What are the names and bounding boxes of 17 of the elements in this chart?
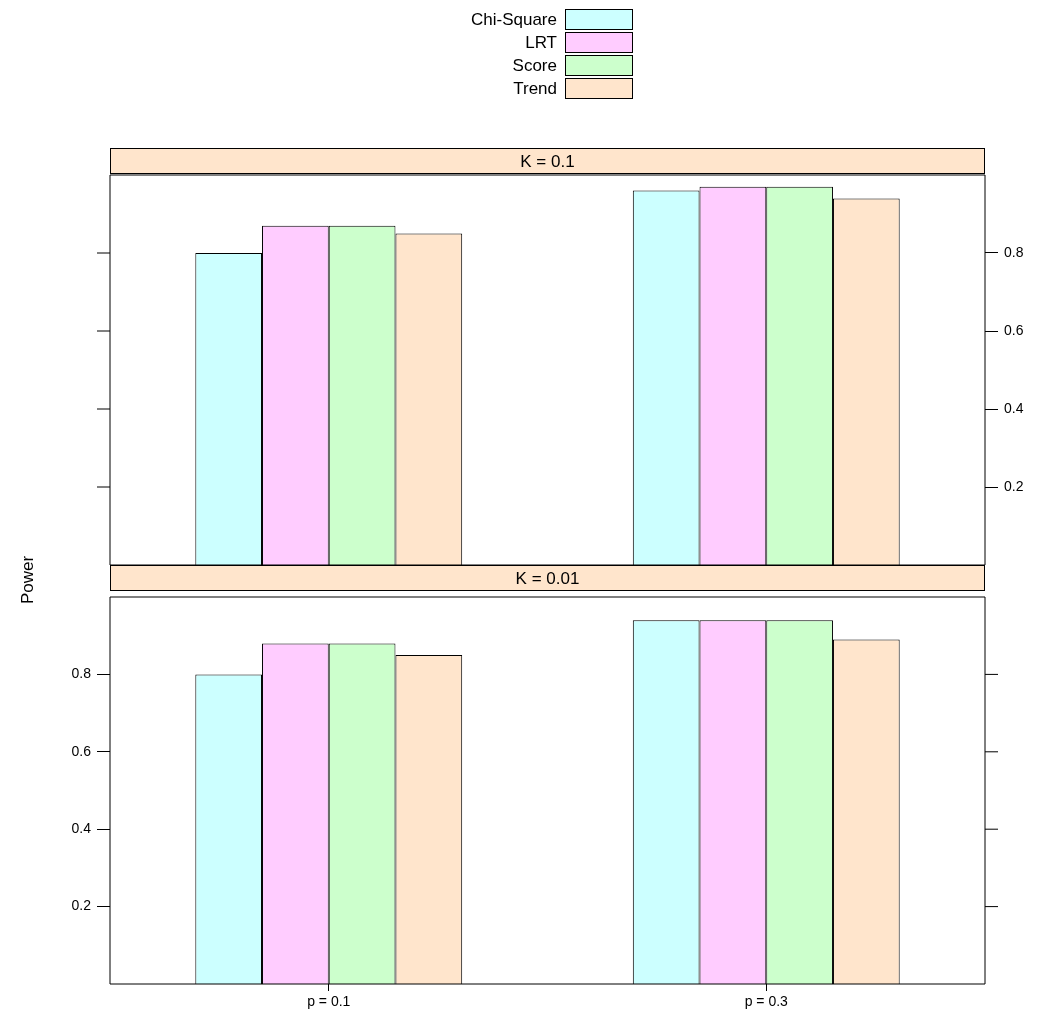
chart-title: K = 0.01: [110, 565, 985, 591]
y-tick-label: 0.4: [1004, 399, 1024, 416]
y-axis-title: Power: [18, 555, 39, 605]
y-tick-label: 0.8: [71, 665, 92, 682]
y-tick-label: 0.6: [1004, 321, 1024, 338]
y-tick-label: 0.4: [71, 820, 92, 837]
chart-title: K = 0.1: [110, 148, 985, 174]
y-tick-label: 0.2: [1004, 477, 1024, 494]
legend-label: Chi-Square: [470, 9, 557, 30]
x-tick-label: p = 0.1: [307, 993, 351, 1010]
y-tick-label: 0.2: [71, 897, 92, 914]
legend-label: LRT: [524, 32, 557, 53]
legend-label: Score: [511, 55, 557, 76]
legend-label: Trend: [512, 78, 557, 99]
x-tick-label: p = 0.3: [744, 993, 789, 1010]
y-tick-label: 0.6: [71, 742, 92, 759]
y-tick-label: 0.8: [1004, 243, 1024, 260]
